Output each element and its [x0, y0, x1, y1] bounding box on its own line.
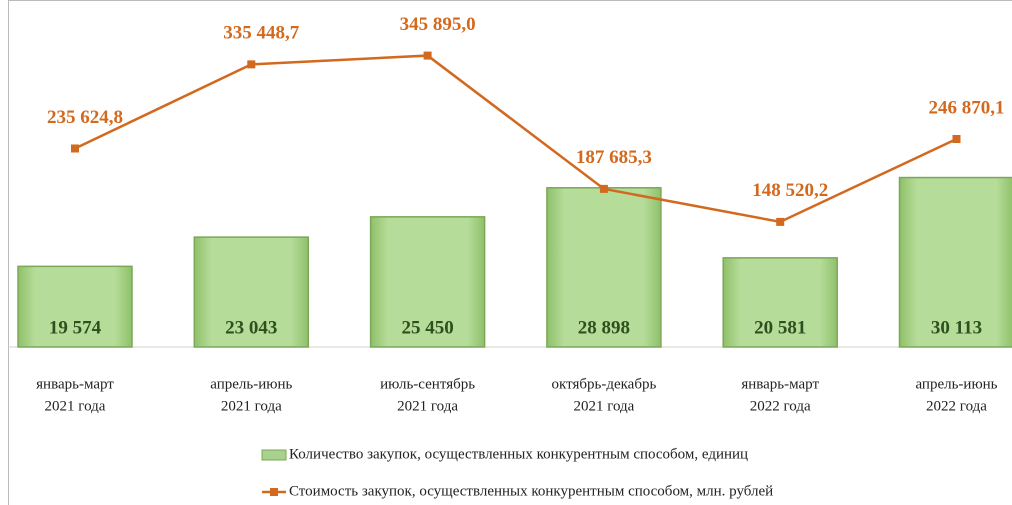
x-tick-label: 2022 года [926, 398, 987, 414]
marker [599, 184, 608, 193]
x-tick-label: июль-сентябрь [380, 376, 475, 392]
data-label: 30 113 [931, 317, 982, 338]
marker [776, 217, 785, 226]
data-label: 235 624,8 [47, 107, 123, 128]
x-tick-label: апрель-июнь [210, 376, 292, 392]
bar [898, 176, 1012, 348]
data-label: 148 520,2 [752, 180, 828, 201]
x-tick-label: январь-март [36, 376, 114, 392]
data-label: 28 898 [578, 317, 630, 338]
legend-swatch [261, 449, 287, 461]
x-tick-label: апрель-июнь [915, 376, 997, 392]
data-label: 20 581 [754, 317, 806, 338]
data-label: 246 870,1 [929, 97, 1005, 118]
data-label: 335 448,7 [223, 23, 300, 44]
legend-label: Стоимость закупок, осуществленных конкур… [289, 483, 773, 499]
data-label: 23 043 [225, 317, 277, 338]
x-tick-label: 2021 года [397, 398, 458, 414]
bar [369, 216, 486, 348]
data-label: 19 574 [49, 317, 102, 338]
legend-label: Количество закупок, осуществленных конку… [289, 446, 748, 462]
data-label: 345 895,0 [400, 14, 476, 35]
x-tick-label: октябрь-декабрь [552, 376, 657, 392]
line [74, 54, 958, 224]
marker [247, 60, 256, 69]
x-tick-label: 2021 года [221, 398, 282, 414]
bar [17, 265, 133, 348]
x-tick-label: январь-март [741, 376, 819, 392]
x-tick-label: 2022 года [750, 398, 811, 414]
bar [722, 257, 838, 348]
bar [193, 236, 310, 348]
marker [71, 144, 79, 153]
marker [423, 51, 432, 60]
data-label: 25 450 [401, 317, 453, 338]
data-label: 187 685,3 [576, 147, 652, 168]
bar [546, 187, 662, 348]
x-tick-label: 2021 года [573, 398, 634, 414]
marker [952, 135, 961, 144]
x-tick-label: 2021 года [45, 398, 106, 414]
legend-swatch [270, 488, 278, 496]
